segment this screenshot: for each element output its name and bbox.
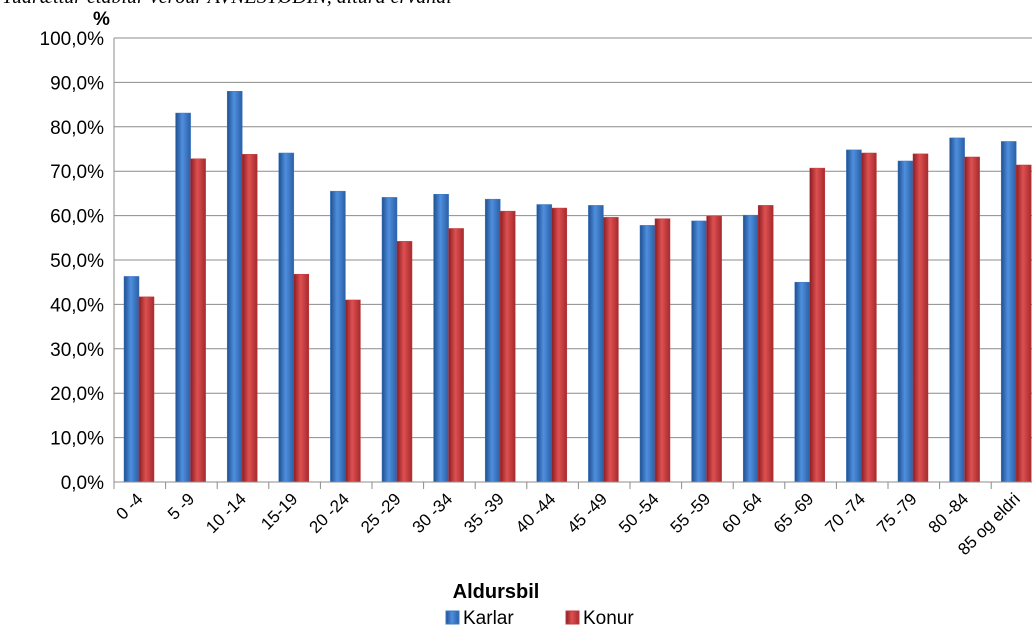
x-axis-title: Aldursbil: [453, 581, 540, 603]
bar-konur-15: [912, 153, 929, 483]
y-tick-label: 70,0%: [50, 162, 104, 183]
x-tick-label: 45 -49: [564, 489, 612, 537]
x-tick-label: 20 -24: [306, 489, 354, 537]
y-tick-label: 100,0%: [40, 29, 105, 50]
y-tick-label: 50,0%: [50, 251, 104, 272]
legend-label-konur: Konur: [583, 608, 634, 629]
bar-konur-7: [499, 210, 516, 483]
bar-karlar-11: [691, 220, 707, 483]
bar-konur-17: [1015, 164, 1032, 483]
bar-konur-9: [603, 217, 619, 483]
bar-karlar-12: [742, 214, 759, 483]
bar-karlar-7: [484, 198, 501, 483]
bar-konur-1: [190, 158, 206, 483]
y-tick-label: 10,0%: [50, 429, 104, 450]
legend-label-karlar: Karlar: [463, 608, 514, 629]
bar-karlar-4: [330, 190, 346, 483]
x-tick-label: 0 -4: [112, 489, 146, 523]
axes: [113, 38, 1032, 489]
x-tick-label: 25 -29: [357, 489, 405, 537]
bar-konur-14: [861, 152, 877, 483]
x-tick-label: 10 -14: [202, 489, 250, 537]
bar-karlar-0: [123, 276, 140, 483]
y-tick-label: 40,0%: [50, 295, 104, 316]
x-tick-label: 5 -9: [164, 489, 198, 523]
bar-karlar-15: [897, 160, 914, 483]
bar-karlar-2: [226, 91, 243, 483]
bar-karlar-16: [949, 137, 965, 483]
y-tick-label: 30,0%: [50, 340, 104, 361]
y-tick-label: 80,0%: [50, 118, 104, 139]
bar-karlar-1: [175, 112, 191, 483]
y-tick-label: 90,0%: [50, 73, 104, 94]
x-tick-labels: 0 -4 5 -9 10 -14 15-19 20 -24 25 -29 30 -34 35 …: [112, 489, 1023, 559]
x-tick-label: 55 -59: [667, 489, 715, 537]
x-tick-label: 30 -34: [409, 489, 457, 537]
y-tick-labels: 0,0% 10,0% 20,0% 30,0% 40,0% 50,0% 60,0% 70,0% 8…: [40, 29, 105, 494]
bar-karlar-10: [639, 225, 656, 483]
bar-konur-16: [964, 156, 980, 483]
bar-konur-4: [345, 299, 361, 483]
bar-karlar-17: [1000, 141, 1017, 483]
x-tick-label: 35 -39: [460, 489, 508, 537]
bar-karlar-5: [381, 197, 398, 483]
legend: Karlar Konur: [445, 608, 634, 629]
bar-konur-6: [448, 228, 464, 483]
x-tick-label: 75 -79: [873, 489, 921, 537]
x-tick-label: 60 -64: [718, 489, 766, 537]
bar-konur-5: [396, 241, 413, 483]
bar-karlar-14: [846, 149, 862, 483]
bar-konur-8: [551, 207, 568, 483]
legend-swatch-konur: [565, 610, 580, 625]
bar-konur-13: [809, 167, 826, 483]
y-tick-label: 0,0%: [61, 473, 104, 494]
y-axis-title: %: [93, 9, 110, 30]
bar-konur-12: [757, 205, 774, 483]
gridlines: [114, 37, 1032, 439]
bars: [123, 91, 1032, 483]
bar-karlar-8: [536, 204, 553, 483]
x-tick-label: 80 -84: [925, 489, 973, 537]
x-tick-label: 40 -44: [512, 489, 560, 537]
bar-karlar-6: [433, 194, 449, 483]
x-tick-label: 65 -69: [770, 489, 818, 537]
bar-karlar-3: [278, 152, 295, 483]
legend-swatch-karlar: [445, 610, 460, 625]
bar-konur-2: [241, 154, 258, 483]
y-tick-label: 20,0%: [50, 384, 104, 405]
bar-karlar-9: [588, 205, 604, 483]
x-tick-label: 15-19: [257, 489, 301, 533]
x-tick-label: 70 -74: [822, 489, 870, 537]
bar-konur-3: [293, 273, 310, 483]
bar-karlar-13: [794, 281, 811, 483]
x-tick-label: 50 -54: [615, 489, 663, 537]
bar-konur-0: [138, 296, 155, 483]
header-fragment: Tudrættur etablur verður AVNESTØÐIN, alt…: [2, 0, 452, 8]
bar-konur-10: [654, 218, 671, 483]
bar-konur-11: [706, 215, 722, 483]
y-tick-label: 60,0%: [50, 207, 104, 228]
